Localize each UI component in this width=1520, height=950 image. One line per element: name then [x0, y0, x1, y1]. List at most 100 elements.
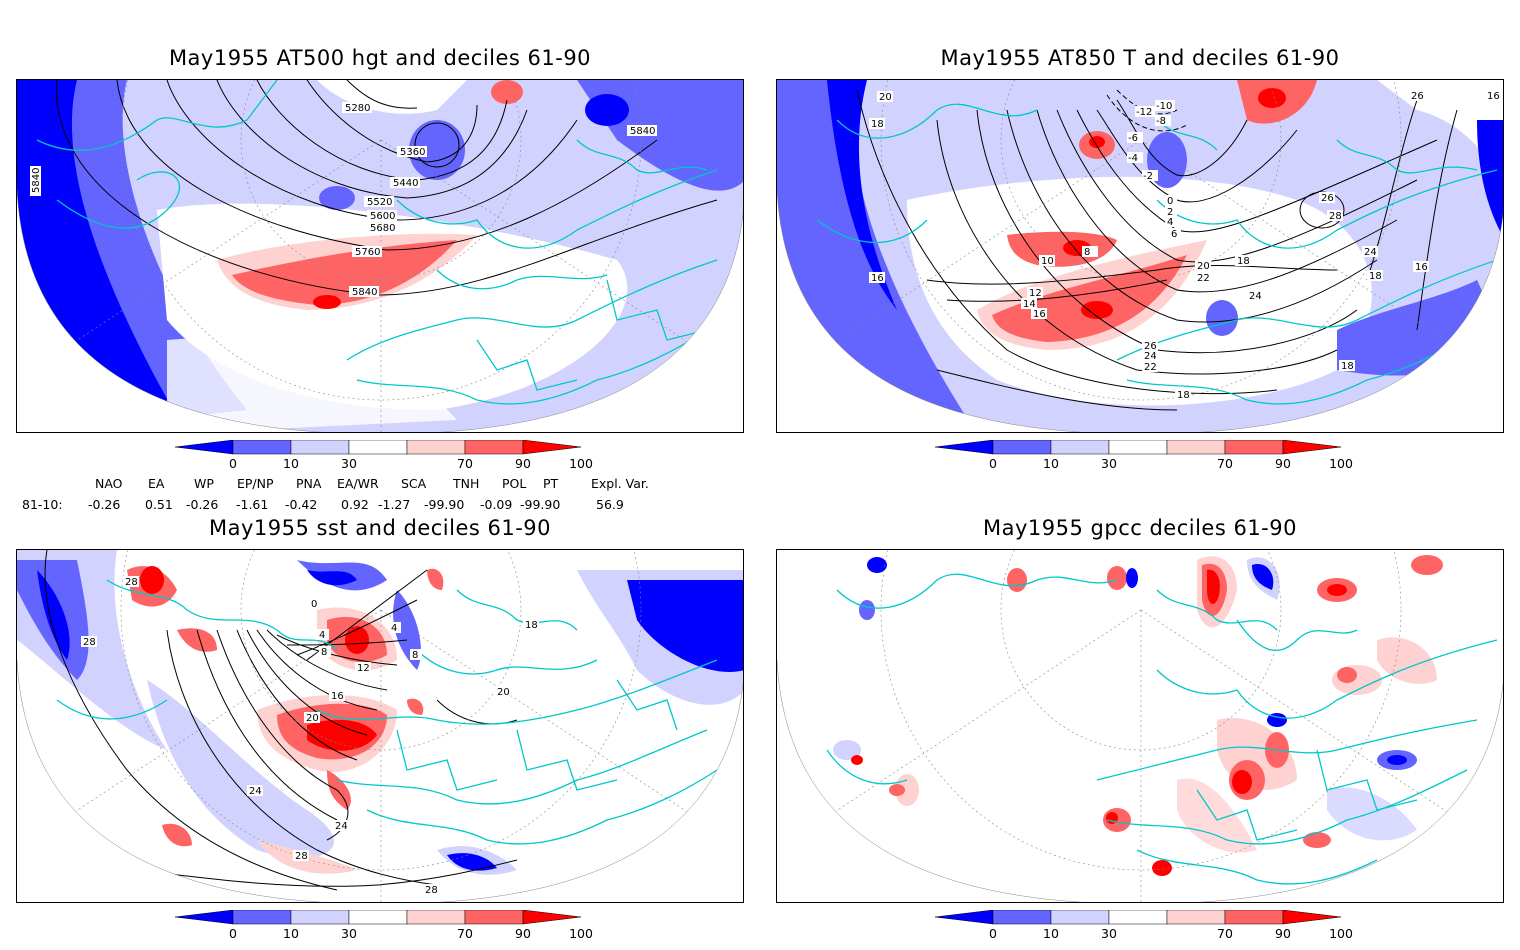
- contour-label: -8: [1155, 115, 1171, 127]
- colorbar-segment: [522, 440, 582, 455]
- svg-text:18: 18: [1341, 361, 1354, 372]
- svg-text:-12: -12: [1136, 107, 1152, 118]
- colorbar-tick-label: 30: [341, 926, 357, 941]
- colorbar-segment: [175, 440, 234, 455]
- svg-text:5360: 5360: [400, 147, 425, 158]
- svg-text:14: 14: [1023, 299, 1036, 310]
- svg-text:28: 28: [425, 885, 438, 896]
- map-panel-at850: 20 18 16 -12 -10 -8 -6 -4 -2 0 2 4 6 8 1…: [776, 79, 1504, 433]
- colorbar-segment: [935, 440, 994, 455]
- svg-text:20: 20: [306, 713, 319, 724]
- contour-label: 18: [1175, 389, 1191, 401]
- colorbar-tick-label: 10: [283, 926, 299, 941]
- contour-label: 14: [1021, 298, 1037, 310]
- contour-label: 5600: [367, 210, 397, 222]
- colorbar-tick-label: 90: [515, 456, 531, 471]
- colorbar-segment: [290, 910, 350, 925]
- panel-title-at500: May1955 AT500 hgt and deciles 61-90: [168, 46, 592, 70]
- colorbar-tick-label: 100: [569, 456, 593, 471]
- contour-label: 8: [319, 646, 331, 658]
- index-row-label: 81-10:: [22, 497, 63, 512]
- index-header: WP: [194, 476, 214, 491]
- svg-text:18: 18: [1369, 271, 1382, 282]
- svg-text:16: 16: [1033, 309, 1046, 320]
- colorbar-svg: [175, 440, 582, 455]
- svg-text:5760: 5760: [355, 247, 380, 258]
- contour-label: 28: [81, 636, 97, 648]
- colorbar-segment: [232, 440, 292, 455]
- colorbar-segment: [348, 910, 408, 925]
- index-value: -0.26: [88, 497, 121, 512]
- colorbar-segment: [1166, 440, 1226, 455]
- svg-text:12: 12: [357, 663, 370, 674]
- contour-label: 12: [355, 662, 371, 674]
- index-value: 0.51: [145, 497, 173, 512]
- contour-label: 18: [1339, 360, 1355, 372]
- svg-text:26: 26: [1411, 91, 1424, 102]
- colorbar-gpcc: 0 10 30 70 90 100: [935, 910, 1353, 950]
- contour-label: 26: [1142, 340, 1158, 352]
- contour-label: 5840: [30, 166, 42, 196]
- index-header: NAO: [95, 476, 123, 491]
- map-gpcc-svg: [777, 550, 1503, 902]
- contour-label: 5760: [352, 246, 382, 258]
- svg-text:8: 8: [1084, 247, 1090, 258]
- contour-label: 28: [1327, 210, 1343, 222]
- svg-text:8: 8: [412, 650, 418, 661]
- map-sst-svg: 28 28 24 0 4 8 12 16 20 24 28 28 18 20 4…: [17, 550, 743, 902]
- contour-label: 18: [523, 619, 539, 631]
- colorbar-segment: [1282, 910, 1342, 925]
- contour-label: 20: [1195, 260, 1211, 272]
- svg-text:5840: 5840: [352, 287, 377, 298]
- map-panel-sst: 28 28 24 0 4 8 12 16 20 24 28 28 18 20 4…: [16, 549, 744, 903]
- index-value: -0.26: [186, 497, 219, 512]
- index-header: EA: [148, 476, 165, 491]
- colorbar-tick-label: 10: [283, 456, 299, 471]
- map-panel-at500: 5280 5360 5440 5520 5600 5680 5760 5840 …: [16, 79, 744, 433]
- contour-label: 5440: [390, 177, 420, 189]
- contour-label: 24: [1362, 246, 1378, 258]
- contour-label: 5520: [364, 196, 394, 208]
- svg-text:10: 10: [1041, 256, 1054, 267]
- contour-label: 4: [1165, 216, 1177, 228]
- contour-label: 18: [1235, 255, 1251, 267]
- svg-text:5680: 5680: [370, 223, 395, 234]
- svg-text:24: 24: [335, 821, 348, 832]
- svg-text:4: 4: [319, 630, 325, 641]
- colorbar-tick-label: 0: [229, 926, 237, 941]
- index-header: TNH: [453, 476, 480, 491]
- svg-text:18: 18: [1177, 390, 1190, 401]
- contour-label: 4: [317, 629, 329, 641]
- contour-label: 0: [309, 598, 321, 610]
- svg-text:0: 0: [1167, 196, 1173, 207]
- contour-label: 26: [1409, 90, 1425, 102]
- index-header: POL: [502, 476, 527, 491]
- colorbar-segment: [406, 440, 466, 455]
- svg-text:5280: 5280: [345, 103, 370, 114]
- svg-text:24: 24: [1144, 351, 1157, 362]
- contour-label: 20: [877, 91, 893, 103]
- svg-text:26: 26: [1144, 341, 1157, 352]
- contour-label: 24: [1247, 290, 1263, 302]
- contour-label: 28: [293, 850, 309, 862]
- svg-text:5840: 5840: [630, 126, 655, 137]
- svg-text:5600: 5600: [370, 211, 395, 222]
- index-value: -0.42: [285, 497, 318, 512]
- contour-label: 16: [1485, 90, 1501, 102]
- colorbar-tick-label: 100: [1329, 456, 1353, 471]
- colorbar-tick-label: 0: [989, 926, 997, 941]
- svg-text:-4: -4: [1128, 153, 1138, 164]
- svg-text:5520: 5520: [367, 197, 392, 208]
- svg-text:4: 4: [391, 623, 397, 634]
- contour-label: 6: [1169, 228, 1181, 240]
- svg-text:-2: -2: [1143, 171, 1153, 182]
- colorbar-tick-label: 30: [341, 456, 357, 471]
- contour-label: 28: [123, 576, 139, 588]
- index-value: -0.09: [480, 497, 513, 512]
- svg-text:20: 20: [879, 92, 892, 103]
- contour-label: 12: [1027, 287, 1043, 299]
- colorbar-tick-label: 90: [1275, 926, 1291, 941]
- contour-label: 0: [1165, 195, 1177, 207]
- svg-text:12: 12: [1029, 288, 1042, 299]
- contour-label: 16: [1031, 308, 1047, 320]
